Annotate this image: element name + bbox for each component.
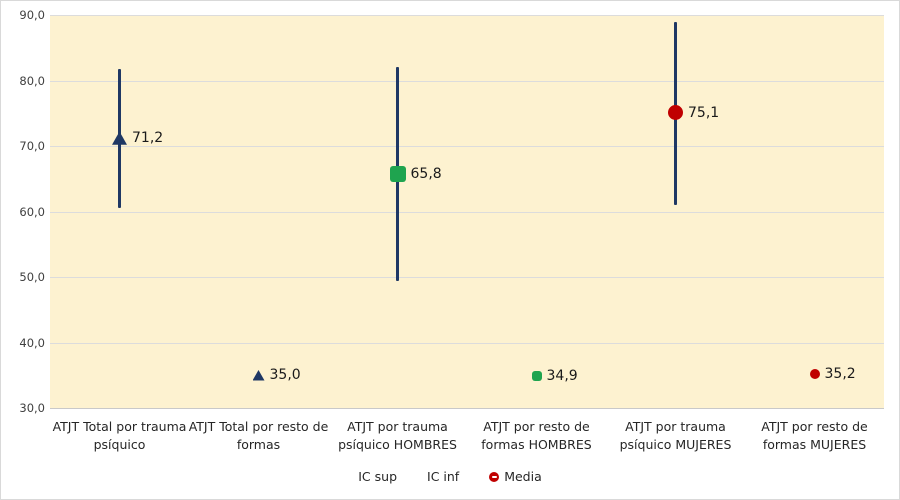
media-marker-square [531, 370, 542, 381]
data-label: 65,8 [410, 165, 442, 182]
media-marker-square [389, 165, 406, 182]
data-label: 75,1 [688, 104, 720, 121]
gridline [50, 80, 884, 82]
y-tick-label: 50,0 [19, 270, 45, 284]
x-category-label: ATJT Total por resto de formas [188, 419, 329, 452]
data-label: 34,9 [546, 367, 578, 384]
data-label: 71,2 [132, 130, 164, 147]
legend: IC sup IC inf Media [1, 469, 899, 484]
media-marker-triangle [252, 369, 265, 381]
y-tick-label: 30,0 [19, 401, 45, 415]
gridline [50, 342, 884, 344]
y-tick-label: 80,0 [19, 73, 45, 88]
x-category-label: ATJT por trauma psíquico MUJERES [619, 419, 732, 452]
media-marker-circle [809, 368, 820, 379]
data-label: 35,2 [824, 365, 856, 382]
gridline [50, 211, 884, 213]
y-tick-label: 40,0 [19, 335, 45, 350]
media-marker-dash [491, 475, 497, 478]
x-category-label: ATJT por trauma psíquico HOMBRES [338, 419, 457, 452]
x-category-label: ATJT por resto de formas MUJERES [761, 419, 868, 452]
legend-label: Media [504, 469, 542, 484]
legend-label: IC sup [358, 469, 398, 484]
x-category-label: ATJT por resto de formas HOMBRES [481, 419, 592, 452]
y-tick-label: 60,0 [19, 204, 45, 219]
y-tick-label: 90,0 [19, 8, 45, 22]
legend-item-ic-sup: IC sup [358, 469, 397, 484]
media-marker-icon [489, 471, 500, 482]
legend-label: IC inf [427, 469, 460, 484]
legend-item-media: Media [489, 469, 542, 484]
y-tick-label: 70,0 [19, 139, 45, 153]
gridline [50, 146, 884, 147]
gridline [50, 15, 884, 16]
media-marker-circle [668, 105, 683, 121]
x-category-label: ATJT Total por trauma psíquico [52, 419, 187, 452]
gridline [50, 408, 884, 409]
data-label: 35,0 [269, 367, 301, 384]
gridline [50, 277, 884, 278]
legend-item-ic-inf: IC inf [427, 469, 459, 484]
